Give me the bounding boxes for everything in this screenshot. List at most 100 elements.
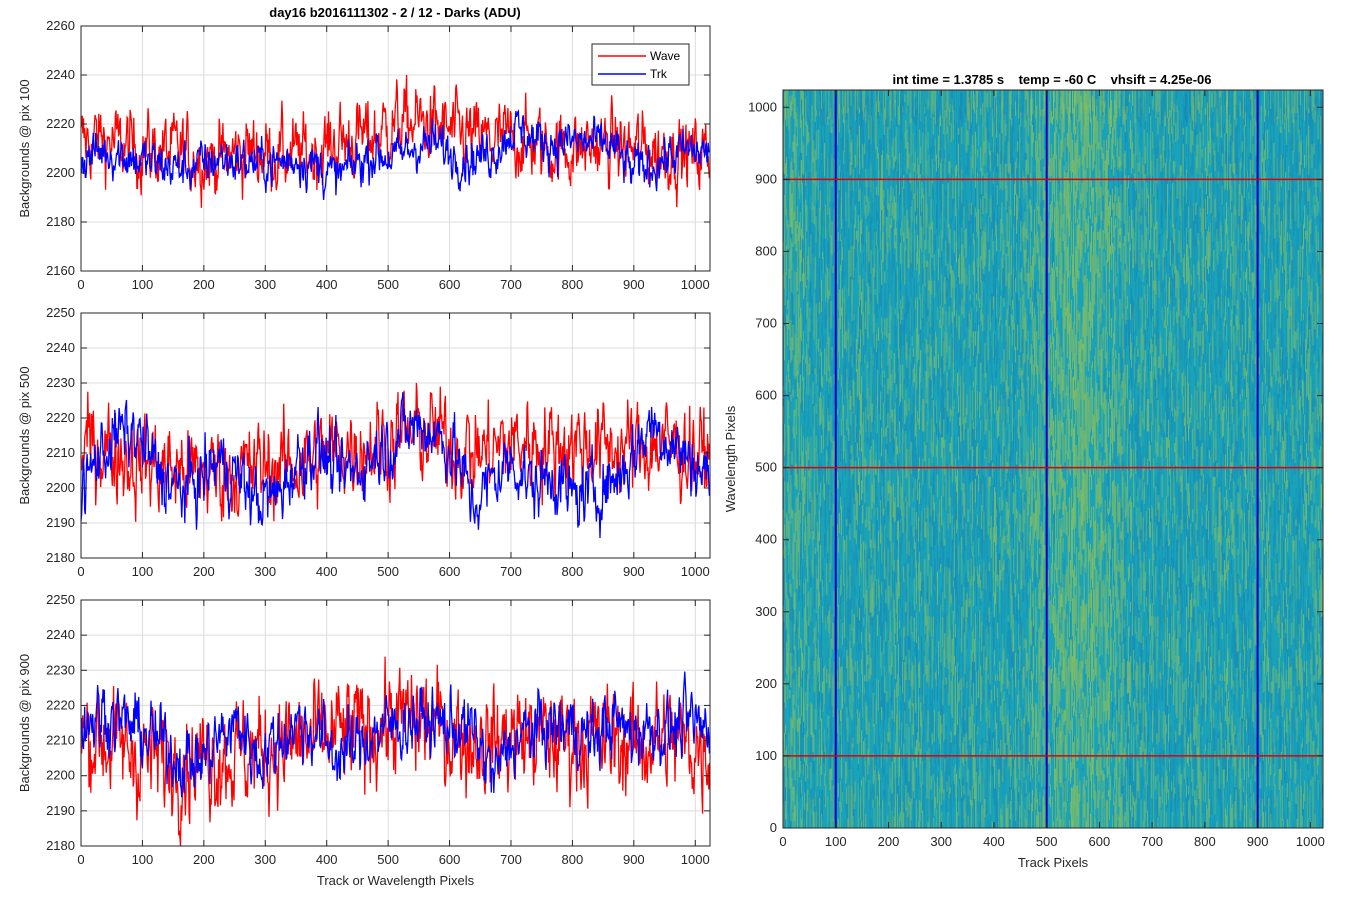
heatmap-streak [903, 692, 905, 704]
heatmap-streak [886, 548, 888, 577]
heatmap-streak [810, 567, 812, 577]
heatmap-streak [861, 673, 863, 691]
heatmap-streak [944, 180, 946, 196]
heatmap-streak [832, 567, 834, 588]
heatmap-streak [863, 755, 865, 777]
heatmap-streak [933, 90, 935, 112]
heatmap-streak [915, 661, 917, 673]
heatmap-streak [927, 628, 929, 655]
heatmap-streak [884, 453, 886, 466]
heatmap-streak [906, 161, 908, 174]
heatmap-streak [954, 288, 956, 301]
heatmap-streak [928, 356, 930, 378]
heatmap-streak [822, 693, 824, 710]
heatmap-streak [859, 299, 862, 330]
heatmap-streak [848, 227, 850, 251]
heatmap-streak [787, 470, 789, 483]
heatmap-streak [819, 665, 821, 683]
heatmap-streak [962, 706, 964, 734]
heatmap-streak [817, 442, 819, 457]
heatmap-streak [939, 319, 941, 328]
heatmap-streak [842, 260, 844, 289]
heatmap-streak [827, 530, 829, 553]
heatmap-streak [783, 721, 785, 740]
heatmap-streak [875, 219, 877, 232]
heatmap-streak [823, 335, 825, 370]
heatmap-streak [789, 183, 791, 216]
heatmap-streak [893, 156, 895, 168]
legend: Wave Trk [591, 43, 690, 86]
heatmap-streak [915, 799, 917, 828]
heatmap-streak [928, 339, 930, 357]
heatmap-streak [872, 267, 874, 296]
heatmap-streak [905, 502, 907, 532]
heatmap-streak [945, 376, 947, 385]
heatmap-streak [925, 249, 927, 269]
heatmap-streak [876, 497, 878, 508]
heatmap-streak [972, 541, 974, 575]
heatmap-streak [921, 738, 923, 754]
heatmap-streak [929, 226, 931, 260]
heatmap-streak [876, 636, 878, 656]
heatmap-streak [958, 134, 960, 144]
heatmap-streak [962, 505, 964, 515]
heatmap-streak [863, 776, 865, 802]
heatmap-streak [798, 388, 800, 422]
heatmap-streak [854, 414, 856, 442]
heatmap-streak [787, 219, 789, 229]
heatmap-streak [880, 138, 882, 161]
heatmap-streak [961, 338, 963, 362]
heatmap-streak [808, 459, 810, 471]
heatmap-streak [965, 407, 967, 423]
heatmap-streak [951, 337, 953, 363]
heatmap-streak [908, 327, 910, 355]
heatmap-streak [916, 658, 918, 668]
heatmap-streak [942, 591, 944, 612]
heatmap-streak [930, 486, 932, 517]
heatmap-streak [878, 292, 881, 311]
heatmap-streak [936, 734, 939, 758]
heatmap-streak [947, 513, 949, 529]
heatmap-streak [954, 714, 956, 736]
heatmap-streak [829, 718, 831, 744]
heatmap-streak [908, 701, 910, 709]
heatmap-streak [875, 605, 877, 627]
heatmap-streak [961, 244, 963, 272]
heatmap-streak [850, 90, 852, 106]
heatmap-streak [827, 435, 829, 447]
heatmap-streak [873, 723, 875, 745]
heatmap-streak [906, 723, 908, 754]
heatmap-streak [850, 126, 852, 135]
heatmap-streak [883, 691, 885, 719]
heatmap-streak [910, 670, 912, 687]
heatmap-streak [824, 729, 826, 753]
heatmap-streak [858, 391, 860, 400]
heatmap-streak [837, 436, 839, 466]
heatmap-streak [981, 310, 983, 326]
heatmap-streak [968, 481, 970, 510]
heatmap-streak [830, 253, 832, 271]
heatmap-streak [873, 503, 875, 517]
heatmap-streak [844, 451, 846, 474]
heatmap-streak [946, 289, 948, 297]
heatmap-streak [900, 263, 902, 272]
heatmap-streak [807, 523, 809, 557]
heatmap-streak [985, 814, 987, 828]
heatmap-streak [825, 747, 827, 776]
heatmap-streak [908, 153, 910, 169]
heatmap-streak [846, 221, 848, 230]
heatmap-streak [861, 234, 863, 244]
heatmap-streak [790, 319, 792, 347]
x-tick-label: 900 [623, 277, 645, 292]
heatmap-streak [796, 135, 798, 147]
heatmap-streak [803, 807, 805, 828]
heatmap-streak [815, 202, 817, 217]
heatmap-streak [993, 386, 995, 414]
heatmap-streak [906, 586, 908, 616]
heatmap-streak [827, 649, 829, 673]
x-tick-label: 200 [193, 277, 215, 292]
heatmap-streak [934, 510, 936, 530]
heatmap-streak [972, 381, 974, 388]
heatmap-streak [792, 673, 794, 680]
heatmap-streak [822, 109, 824, 126]
